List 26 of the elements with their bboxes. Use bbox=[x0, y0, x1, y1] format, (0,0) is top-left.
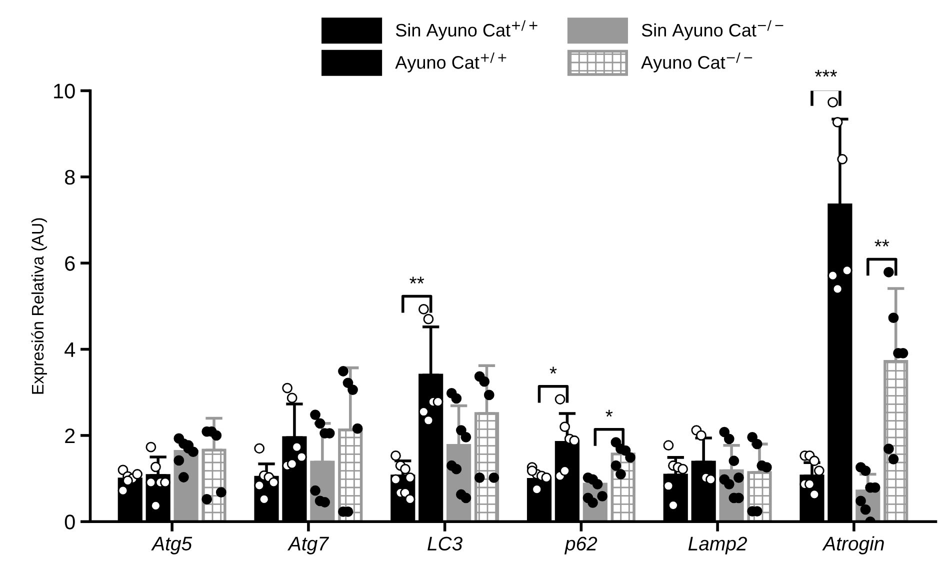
x-tick-label: Atg7 bbox=[287, 536, 330, 554]
legend-label: Ayuno Cat$^{+/+}$ bbox=[395, 52, 506, 72]
y-tick-label: 8 bbox=[64, 170, 75, 185]
annotation: * bbox=[606, 410, 613, 417]
bar bbox=[884, 360, 908, 522]
bar bbox=[474, 412, 500, 522]
y-tick-label: 2 bbox=[65, 428, 75, 444]
legend-label: Sin Ayuno Cat$^{−/−}$ bbox=[642, 20, 784, 40]
legend-label: Sin Ayuno Cat$^{+/+}$ bbox=[396, 20, 538, 40]
annotation: ** bbox=[410, 276, 424, 284]
x-tick-label: p62 bbox=[564, 536, 598, 554]
x-tick-label: LC3 bbox=[428, 536, 462, 551]
text: *** bbox=[814, 70, 838, 77]
bar bbox=[338, 428, 363, 522]
x-tick-label: Lamp2 bbox=[688, 536, 747, 554]
x-tick-label: Atrogin bbox=[822, 536, 884, 554]
x-tick-label: Atg5 bbox=[151, 536, 192, 554]
y-tick-label: 6 bbox=[65, 256, 75, 271]
y-tick-label: 4 bbox=[64, 342, 76, 357]
y-axis-title: Expresión Relativa (AU) bbox=[31, 218, 47, 394]
annotation: * bbox=[550, 366, 557, 374]
legend-label: Ayuno Cat$^{−/−}$ bbox=[641, 52, 752, 72]
y-tick-label: 10 bbox=[54, 84, 75, 98]
y-tick-label: 0 bbox=[64, 514, 75, 530]
annotation: ** bbox=[874, 240, 890, 246]
bar bbox=[202, 448, 226, 522]
